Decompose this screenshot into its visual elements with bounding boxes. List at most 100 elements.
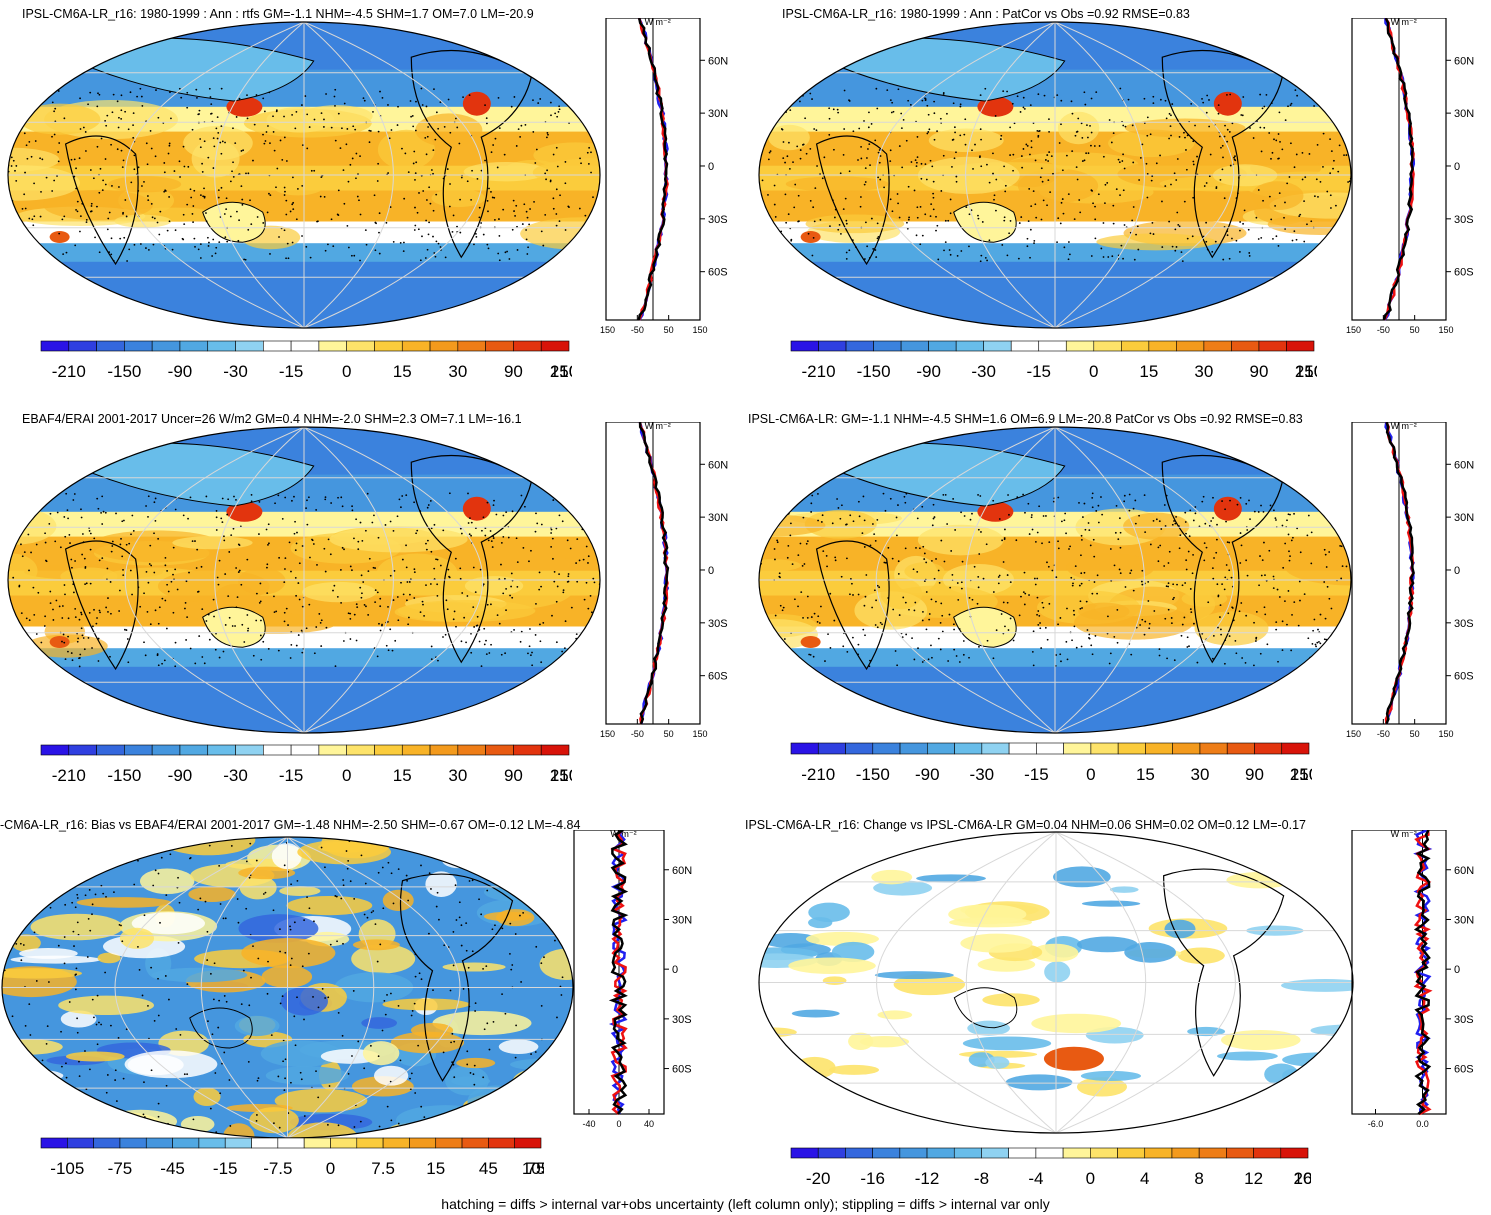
profile-unit: W m⁻²	[1391, 422, 1417, 431]
zonal-mean-profile: W m⁻² 60N 30N 0 30S 60S -150 -50 50 150	[600, 422, 728, 739]
colorbar-label: -45	[160, 1159, 185, 1177]
lat-tick-label: 0	[1454, 161, 1460, 173]
colorbar-label: -7.5	[263, 1159, 292, 1177]
colorbar-label: 0	[342, 766, 351, 784]
map-plot	[7, 426, 601, 734]
colorbar-label: -150	[107, 766, 141, 784]
colorbar-label: -75	[108, 1159, 133, 1177]
colorbar-label: -8	[974, 1169, 989, 1187]
panel-title: -CM6A-LR_r16: Bias vs EBAF4/ERAI 2001-20…	[0, 818, 581, 832]
lat-tick-label: 60N	[1454, 459, 1474, 471]
colorbar-label: -30	[223, 766, 248, 784]
colorbar-label: -210	[52, 766, 86, 784]
colorbar-label: -30	[971, 362, 996, 380]
zonal-mean-profile: W m⁻² 60N 30N 0 30S 60S -40 0 40	[573, 830, 692, 1129]
colorbar-label: 15	[426, 1159, 445, 1177]
profile-x-tick: 50	[664, 325, 674, 335]
colorbar-label: 90	[504, 766, 523, 784]
lat-tick-label: 30S	[708, 214, 728, 226]
colorbar-label: 15	[393, 766, 412, 784]
profile-x-tick: -150	[600, 325, 615, 335]
profile-x-tick: 150	[1438, 325, 1453, 335]
profile-unit: W m⁻²	[645, 18, 671, 27]
colorbar-label: 0	[1086, 1169, 1095, 1187]
lat-tick-label: 60N	[1454, 55, 1474, 67]
colorbar-label: -90	[916, 362, 941, 380]
colorbar-label: 210	[550, 766, 572, 784]
colorbar-label: -15	[279, 766, 304, 784]
colorbar-label: -210	[801, 765, 835, 782]
profile-x-tick: -150	[600, 729, 615, 739]
profile-unit: W m⁻²	[610, 830, 636, 839]
lat-tick-label: 0	[708, 565, 714, 577]
profile-x-tick: 50	[1410, 729, 1420, 739]
colorbar-label: 90	[504, 362, 523, 380]
lat-tick-label: 30N	[1454, 512, 1474, 524]
zonal-mean-profile: W m⁻² 60N 30N 0 30S 60S -150 -50 50 150	[1346, 18, 1474, 335]
colorbar-label: 30	[448, 766, 467, 784]
profile-x-tick: 50	[664, 729, 674, 739]
lat-tick-label: 60S	[1454, 671, 1474, 683]
lat-tick-label: 60S	[708, 671, 728, 683]
colorbar: -105 -75 -45 -15 -7.5 0 7.5 15 45 75105	[40, 1137, 544, 1177]
map-plot	[758, 426, 1352, 734]
colorbar-label: -15	[279, 362, 304, 380]
colorbar-label: 150	[550, 362, 572, 380]
colorbar-label: 7.5	[371, 1159, 395, 1177]
zonal-mean-profile: W m⁻² 60N 30N 0 30S 60S -150 -50 50 150	[1346, 422, 1474, 739]
map-plot	[1, 836, 574, 1139]
lat-tick-label: 30S	[1454, 1014, 1474, 1026]
map-plot	[758, 21, 1352, 329]
panel-title: IPSL-CM6A-LR_r16: Change vs IPSL-CM6A-LR…	[745, 818, 1307, 832]
colorbar: -210-150-90-30-150153090150210	[40, 744, 572, 784]
profile-unit: W m⁻²	[1391, 830, 1417, 839]
profile-x-tick: -6.0	[1368, 1119, 1384, 1129]
profile-x-tick: 0	[616, 1119, 621, 1129]
figure-footnote: hatching = diffs > internal var+obs unce…	[441, 1196, 1050, 1212]
lat-tick-label: 30S	[672, 1014, 692, 1026]
colorbar-label: -16	[860, 1169, 885, 1187]
colorbar-label: -150	[856, 765, 890, 782]
colorbar-label: -20	[806, 1169, 831, 1187]
colorbar-label: -90	[168, 362, 193, 380]
colorbar-label: 16	[1294, 1169, 1311, 1187]
colorbar-label: -150	[107, 362, 141, 380]
profile-x-tick: 50	[1410, 325, 1420, 335]
colorbar-label: -4	[1028, 1169, 1043, 1187]
profile-unit: W m⁻²	[645, 422, 671, 431]
colorbar-label: 15	[393, 362, 412, 380]
colorbar-label: 150	[1295, 362, 1317, 380]
colorbar: -210-150-90-30-150153090150210	[40, 340, 572, 380]
colorbar-label: 20	[1294, 1169, 1311, 1187]
colorbar-label: 0	[326, 1159, 335, 1177]
colorbar-label: -210	[802, 362, 836, 380]
profile-x-tick: 150	[692, 729, 707, 739]
colorbar-label: -30	[970, 765, 995, 782]
colorbar-label: 90	[1245, 765, 1264, 782]
map-plot	[758, 831, 1354, 1134]
colorbar: -210-150-90-30-150153090150210	[790, 340, 1317, 380]
colorbar-label: 75	[527, 1159, 544, 1177]
colorbar-label: 90	[1249, 362, 1268, 380]
colorbar-label: -15	[1024, 765, 1049, 782]
panel-title: EBAF4/ERAI 2001-2017 Uncer=26 W/m2 GM=0.…	[22, 412, 522, 426]
profile-x-tick: -50	[631, 729, 644, 739]
profile-x-tick: -40	[582, 1119, 595, 1129]
colorbar-label: 150	[550, 766, 572, 784]
lat-tick-label: 60N	[672, 865, 692, 877]
lat-tick-label: 60N	[1454, 865, 1474, 877]
profile-x-tick: 40	[644, 1119, 654, 1129]
colorbar-label: 210	[1295, 362, 1317, 380]
panel-title: IPSL-CM6A-LR: GM=-1.1 NHM=-4.5 SHM=1.6 O…	[748, 412, 1303, 426]
lat-tick-label: 60S	[1454, 1064, 1474, 1076]
panel-title: IPSL-CM6A-LR_r16: 1980-1999 : Ann : PatC…	[782, 7, 1190, 21]
lat-tick-label: 30N	[1454, 914, 1474, 926]
profile-x-tick: -50	[1377, 325, 1390, 335]
colorbar-label: -30	[223, 362, 248, 380]
lat-tick-label: 60N	[708, 55, 728, 67]
lat-tick-label: 0	[708, 161, 714, 173]
colorbar-label: 0	[1089, 362, 1098, 380]
lat-tick-label: 0	[1454, 565, 1460, 577]
profile-x-tick: -50	[1377, 729, 1390, 739]
